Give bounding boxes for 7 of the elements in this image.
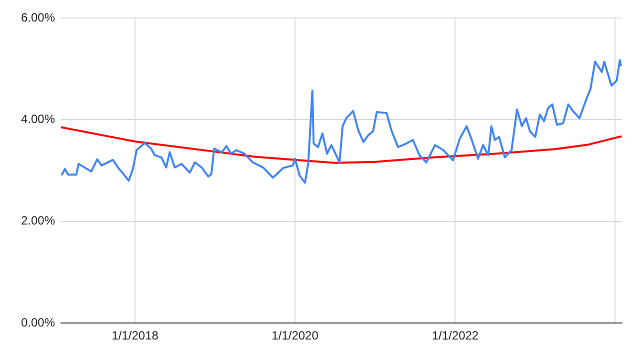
y-tick-label: 2.00% (20, 214, 56, 228)
y-tick-label: 0.00% (20, 315, 56, 330)
x-tick-label: 1/1/2018 (112, 328, 159, 343)
y-tick-label: 6.00% (20, 10, 56, 24)
y-tick-label: 4.00% (20, 112, 56, 126)
x-tick-label: 1/1/2020 (272, 328, 319, 343)
x-tick-label: 1/1/2022 (432, 328, 479, 343)
